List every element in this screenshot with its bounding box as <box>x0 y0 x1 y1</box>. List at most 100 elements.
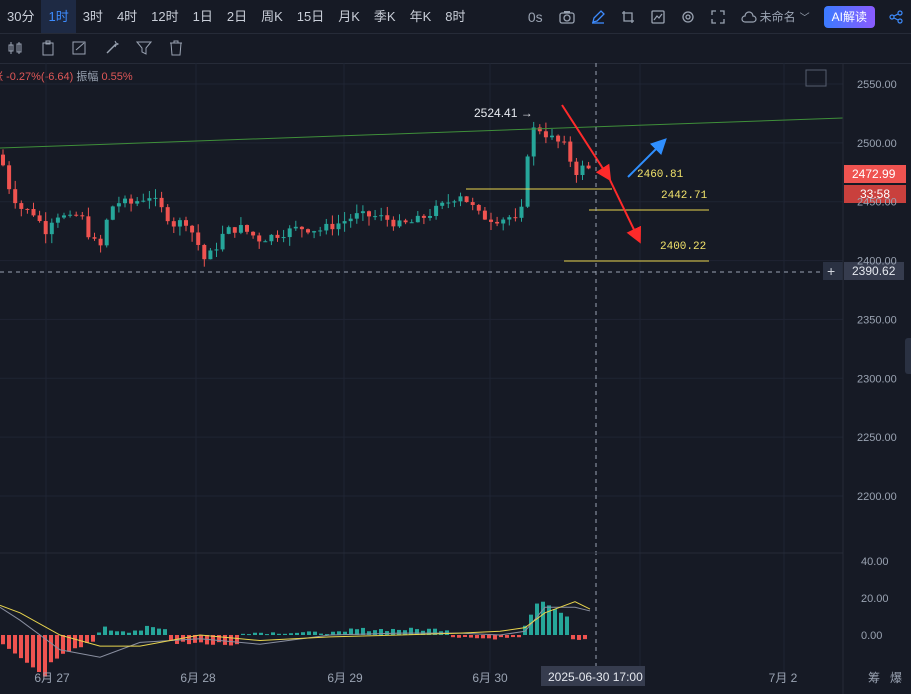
candle-body <box>586 165 591 169</box>
osc-bar <box>355 629 359 635</box>
candle-body <box>306 229 310 233</box>
osc-bar <box>61 635 65 654</box>
candlestick-chart[interactable]: 2460.81 2442.71 2400.22 2524.41 → + 2390.62 20… <box>0 63 911 694</box>
osc-bar <box>283 633 287 635</box>
axes: 2550.00 2500.00 2450.00 2400.00 2350.00 2300.… <box>0 63 902 694</box>
plus-icon: + <box>827 263 835 279</box>
osc-bar <box>19 635 23 659</box>
osc-bar <box>67 635 71 652</box>
osc-bar <box>541 601 545 635</box>
drawing-toolbar <box>0 33 911 64</box>
side-panel-tab[interactable] <box>905 338 911 374</box>
candle-body <box>214 249 219 251</box>
image-icon[interactable] <box>643 0 673 33</box>
osc-bar <box>271 632 275 635</box>
osc-bar <box>37 635 41 672</box>
trash-icon[interactable] <box>160 33 192 63</box>
candle-body <box>220 233 225 250</box>
stats-change: -0.27%(-6.64) <box>6 71 74 83</box>
timeframe-toolbar: 30分 1时 3时 4时 12时 1日 2日 周K 15日 月K 季K 年K 8时 0s 未命名 ﹀ A… <box>0 0 911 34</box>
price-tick: 2450.00 <box>857 197 897 209</box>
osc-bar <box>1 635 5 645</box>
candle-body <box>574 161 579 176</box>
timeframe-list: 30分 1时 3时 4时 12时 1日 2日 周K 15日 月K 季K 年K 8时 <box>0 0 473 33</box>
osc-bar <box>139 630 143 635</box>
candle-body <box>446 202 451 204</box>
osc-bar <box>307 631 311 635</box>
timeframe-7[interactable]: 周K <box>261 9 283 24</box>
current-price-tag <box>844 165 906 183</box>
date-tick: 6月 30 <box>472 671 508 685</box>
timeframe-1[interactable]: 1时 <box>41 0 76 33</box>
candle-body <box>476 204 481 211</box>
candle-body <box>543 131 548 138</box>
timeframe-3[interactable]: 4时 <box>116 9 138 24</box>
osc-bar <box>91 635 95 642</box>
osc-bar <box>505 635 509 638</box>
interval-label[interactable]: 0s <box>527 8 543 25</box>
timeframe-0[interactable]: 30分 <box>7 9 35 24</box>
timeframe-2[interactable]: 3时 <box>82 9 103 24</box>
osc-bar <box>253 632 257 635</box>
osc-bar <box>481 635 485 639</box>
osc-bar <box>151 627 155 635</box>
pencil-icon[interactable] <box>583 0 613 33</box>
candle-body <box>269 234 274 242</box>
candle-body <box>489 219 493 222</box>
timeframe-9[interactable]: 月K <box>338 9 360 24</box>
osc-bar <box>49 635 53 663</box>
candle-body <box>190 225 195 233</box>
osc-bar <box>31 635 35 668</box>
candle-body <box>568 141 573 162</box>
osc-bar <box>247 634 251 636</box>
timeframe-10[interactable]: 季K <box>373 9 396 24</box>
gear-icon[interactable] <box>673 0 703 33</box>
candle-body <box>226 227 231 234</box>
candle-body <box>62 215 66 218</box>
candle-body <box>55 217 60 223</box>
current-price: 2472.99 <box>852 167 896 181</box>
osc-bar <box>289 633 293 635</box>
ai-interpret-button[interactable]: AI解读 <box>823 5 875 28</box>
expand-icon <box>805 69 827 87</box>
osc-tick: 40.00 <box>861 556 889 568</box>
indicator-icon[interactable] <box>0 33 32 63</box>
candles <box>1 121 591 267</box>
timeframe-6[interactable]: 2日 <box>226 9 248 24</box>
candle-body <box>440 202 445 206</box>
candle-body <box>348 218 353 222</box>
osc-tick: 0.00 <box>861 630 882 642</box>
timeframe-8[interactable]: 15日 <box>296 9 325 24</box>
stats-prefix: 涨 <box>0 71 3 83</box>
timeframe-4[interactable]: 12时 <box>151 9 179 24</box>
chart-grid <box>0 63 843 673</box>
camera-icon[interactable] <box>551 0 583 33</box>
candle-body <box>421 215 426 218</box>
candle-body <box>238 225 243 233</box>
filter-icon[interactable] <box>128 33 160 63</box>
fullscreen-icon[interactable] <box>703 0 733 33</box>
date-tick: 6月 28 <box>180 671 216 685</box>
share-icon[interactable] <box>881 0 911 33</box>
candle-body <box>354 213 359 219</box>
timeframe-5[interactable]: 1日 <box>192 9 213 24</box>
osc-bar <box>127 632 131 635</box>
down-arrow-2 <box>609 179 641 244</box>
osc-bar <box>487 635 491 639</box>
timeframe-11[interactable]: 年K <box>409 9 432 24</box>
crop-icon[interactable] <box>613 0 643 33</box>
osc-bar <box>25 635 29 663</box>
candle-body <box>519 206 524 218</box>
edit-note-icon[interactable] <box>64 33 96 63</box>
candle-body <box>98 238 103 246</box>
magic-icon[interactable] <box>96 33 128 63</box>
candle-body <box>299 226 304 230</box>
osc-bar <box>331 631 335 635</box>
timeframe-12[interactable]: 8时 <box>445 9 466 24</box>
layout-name-dropdown[interactable]: 未命名 ﹀ <box>733 0 818 33</box>
osc-bar <box>463 635 467 638</box>
template-icon[interactable] <box>32 33 64 63</box>
osc-bar <box>349 628 353 635</box>
osc-bar <box>559 612 563 635</box>
osc-bar <box>169 635 173 641</box>
